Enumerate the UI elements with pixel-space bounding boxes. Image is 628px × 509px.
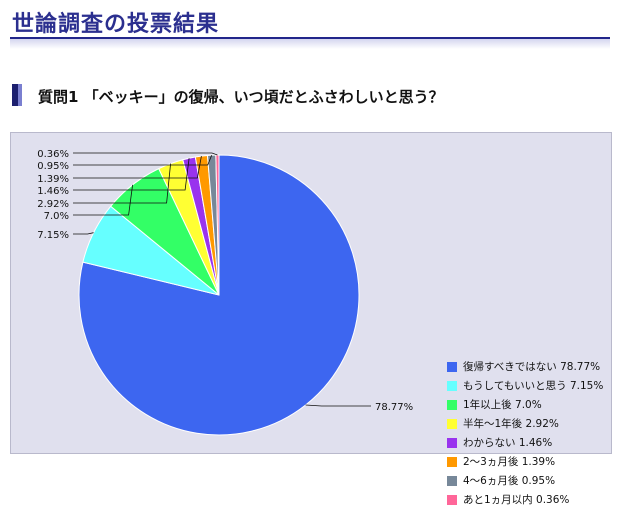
legend-label: 復帰すべきではない 78.77%	[463, 361, 601, 373]
slice-value-label: 7.0%	[44, 211, 69, 222]
chart-panel: 78.77% 7.15% 7.0% 2.92% 1.46% 1.39% 0.95% 0.36%…	[10, 132, 612, 506]
legend-swatch	[447, 494, 457, 505]
legend-label: あと1ヵ月以内 0.36%	[463, 494, 570, 506]
slice-value-label: 78.77%	[375, 402, 413, 413]
legend-label: 半年～1年後 2.92%	[463, 418, 559, 430]
legend-swatch	[447, 437, 457, 448]
question-marker	[12, 84, 18, 106]
question-marker-accent	[18, 84, 22, 106]
legend-entry: 2～3ヵ月後 1.39%	[447, 452, 603, 471]
pie-slice	[215, 154, 220, 296]
chart-legend: 復帰すべきではない 78.77% もうしてもいいと思う 7.15% 1年以上後 7.…	[447, 357, 603, 509]
title-shadow	[10, 39, 610, 49]
legend-label: 1年以上後 7.0%	[463, 399, 542, 411]
legend-swatch	[447, 475, 457, 486]
question-heading: 質問1 「ベッキー」の復帰、いつ頃だとふさわしいと思う？	[38, 88, 444, 106]
legend-entry: 1年以上後 7.0%	[447, 395, 603, 414]
legend-swatch	[447, 380, 457, 391]
legend-swatch	[447, 418, 457, 429]
legend-label: わからない 1.46%	[463, 437, 553, 449]
legend-label: 4～6ヵ月後 0.95%	[463, 475, 556, 487]
legend-swatch	[447, 361, 457, 372]
title-underline	[10, 37, 610, 39]
legend-label: もうしてもいいと思う 7.15%	[463, 380, 604, 392]
legend-swatch	[447, 399, 457, 410]
page-title: 世論調査の投票結果	[12, 12, 220, 37]
slice-value-label: 1.39%	[37, 174, 69, 185]
slice-value-label: 1.46%	[37, 186, 69, 197]
legend-entry: あと1ヵ月以内 0.36%	[447, 490, 603, 509]
pie-chart: 78.77% 7.15% 7.0%2.92% 1.46%1.39% 0.95%0.36%	[37, 149, 413, 436]
legend-swatch	[447, 456, 457, 467]
legend-entry: 復帰すべきではない 78.77%	[447, 357, 603, 376]
slice-value-label: 0.36%	[37, 149, 69, 160]
slice-value-label: 7.15%	[37, 230, 69, 241]
legend-entry: 4～6ヵ月後 0.95%	[447, 471, 603, 490]
legend-entry: もうしてもいいと思う 7.15%	[447, 376, 603, 395]
legend-entry: わからない 1.46%	[447, 433, 603, 452]
slice-value-label: 2.92%	[37, 199, 69, 210]
legend-label: 2～3ヵ月後 1.39%	[463, 456, 556, 468]
slice-value-label: 0.95%	[37, 161, 69, 172]
legend-entry: 半年～1年後 2.92%	[447, 414, 603, 433]
